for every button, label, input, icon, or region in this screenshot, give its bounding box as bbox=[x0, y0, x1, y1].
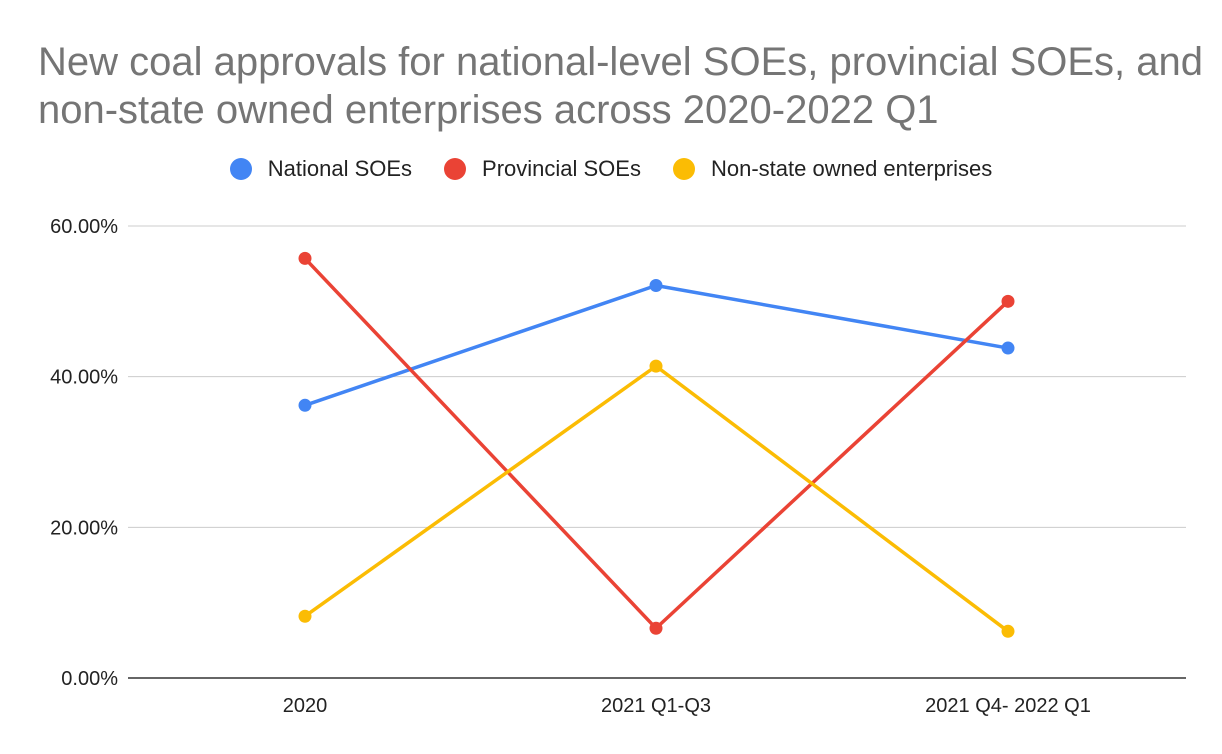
series-line-2 bbox=[303, 364, 1010, 633]
data-point bbox=[1001, 624, 1015, 638]
x-tick-label: 2021 Q1-Q3 bbox=[601, 695, 711, 717]
legend-marker-non-state bbox=[672, 158, 695, 180]
y-tick-label: 20.00% bbox=[50, 517, 118, 539]
y-tick-label: 60.00% bbox=[50, 216, 118, 238]
data-point bbox=[1001, 341, 1015, 355]
legend-label-non-state: Non-state owned enterprises bbox=[710, 156, 993, 181]
chart-title: New coal approvals for national-level SO… bbox=[38, 40, 1203, 132]
data-point bbox=[1001, 294, 1015, 308]
legend-label-national-soes: National SOEs bbox=[267, 156, 413, 181]
legend-marker-provincial-soes bbox=[444, 158, 467, 180]
series-line-1 bbox=[303, 257, 1010, 631]
data-point bbox=[649, 279, 663, 293]
data-point bbox=[298, 609, 312, 623]
legend-item-provincial-soes[interactable]: Provincial SOEs bbox=[444, 156, 641, 182]
x-tick-label: 2021 Q4- 2022 Q1 bbox=[925, 695, 1091, 717]
y-tick-label: 40.00% bbox=[50, 367, 118, 389]
y-tick-label: 0.00% bbox=[61, 668, 118, 690]
legend-item-national-soes[interactable]: National SOEs bbox=[229, 156, 413, 182]
data-point bbox=[649, 621, 663, 635]
x-tick-label: 2020 bbox=[283, 695, 328, 717]
legend: National SOEs Provincial SOEs Non-state … bbox=[0, 156, 1222, 182]
legend-item-non-state[interactable]: Non-state owned enterprises bbox=[672, 156, 993, 182]
data-point bbox=[649, 359, 663, 373]
legend-marker-national-soes bbox=[229, 158, 252, 180]
series-line-0 bbox=[304, 283, 1009, 407]
data-point bbox=[298, 251, 312, 265]
data-point bbox=[298, 398, 312, 412]
legend-label-provincial-soes: Provincial SOEs bbox=[482, 156, 641, 181]
